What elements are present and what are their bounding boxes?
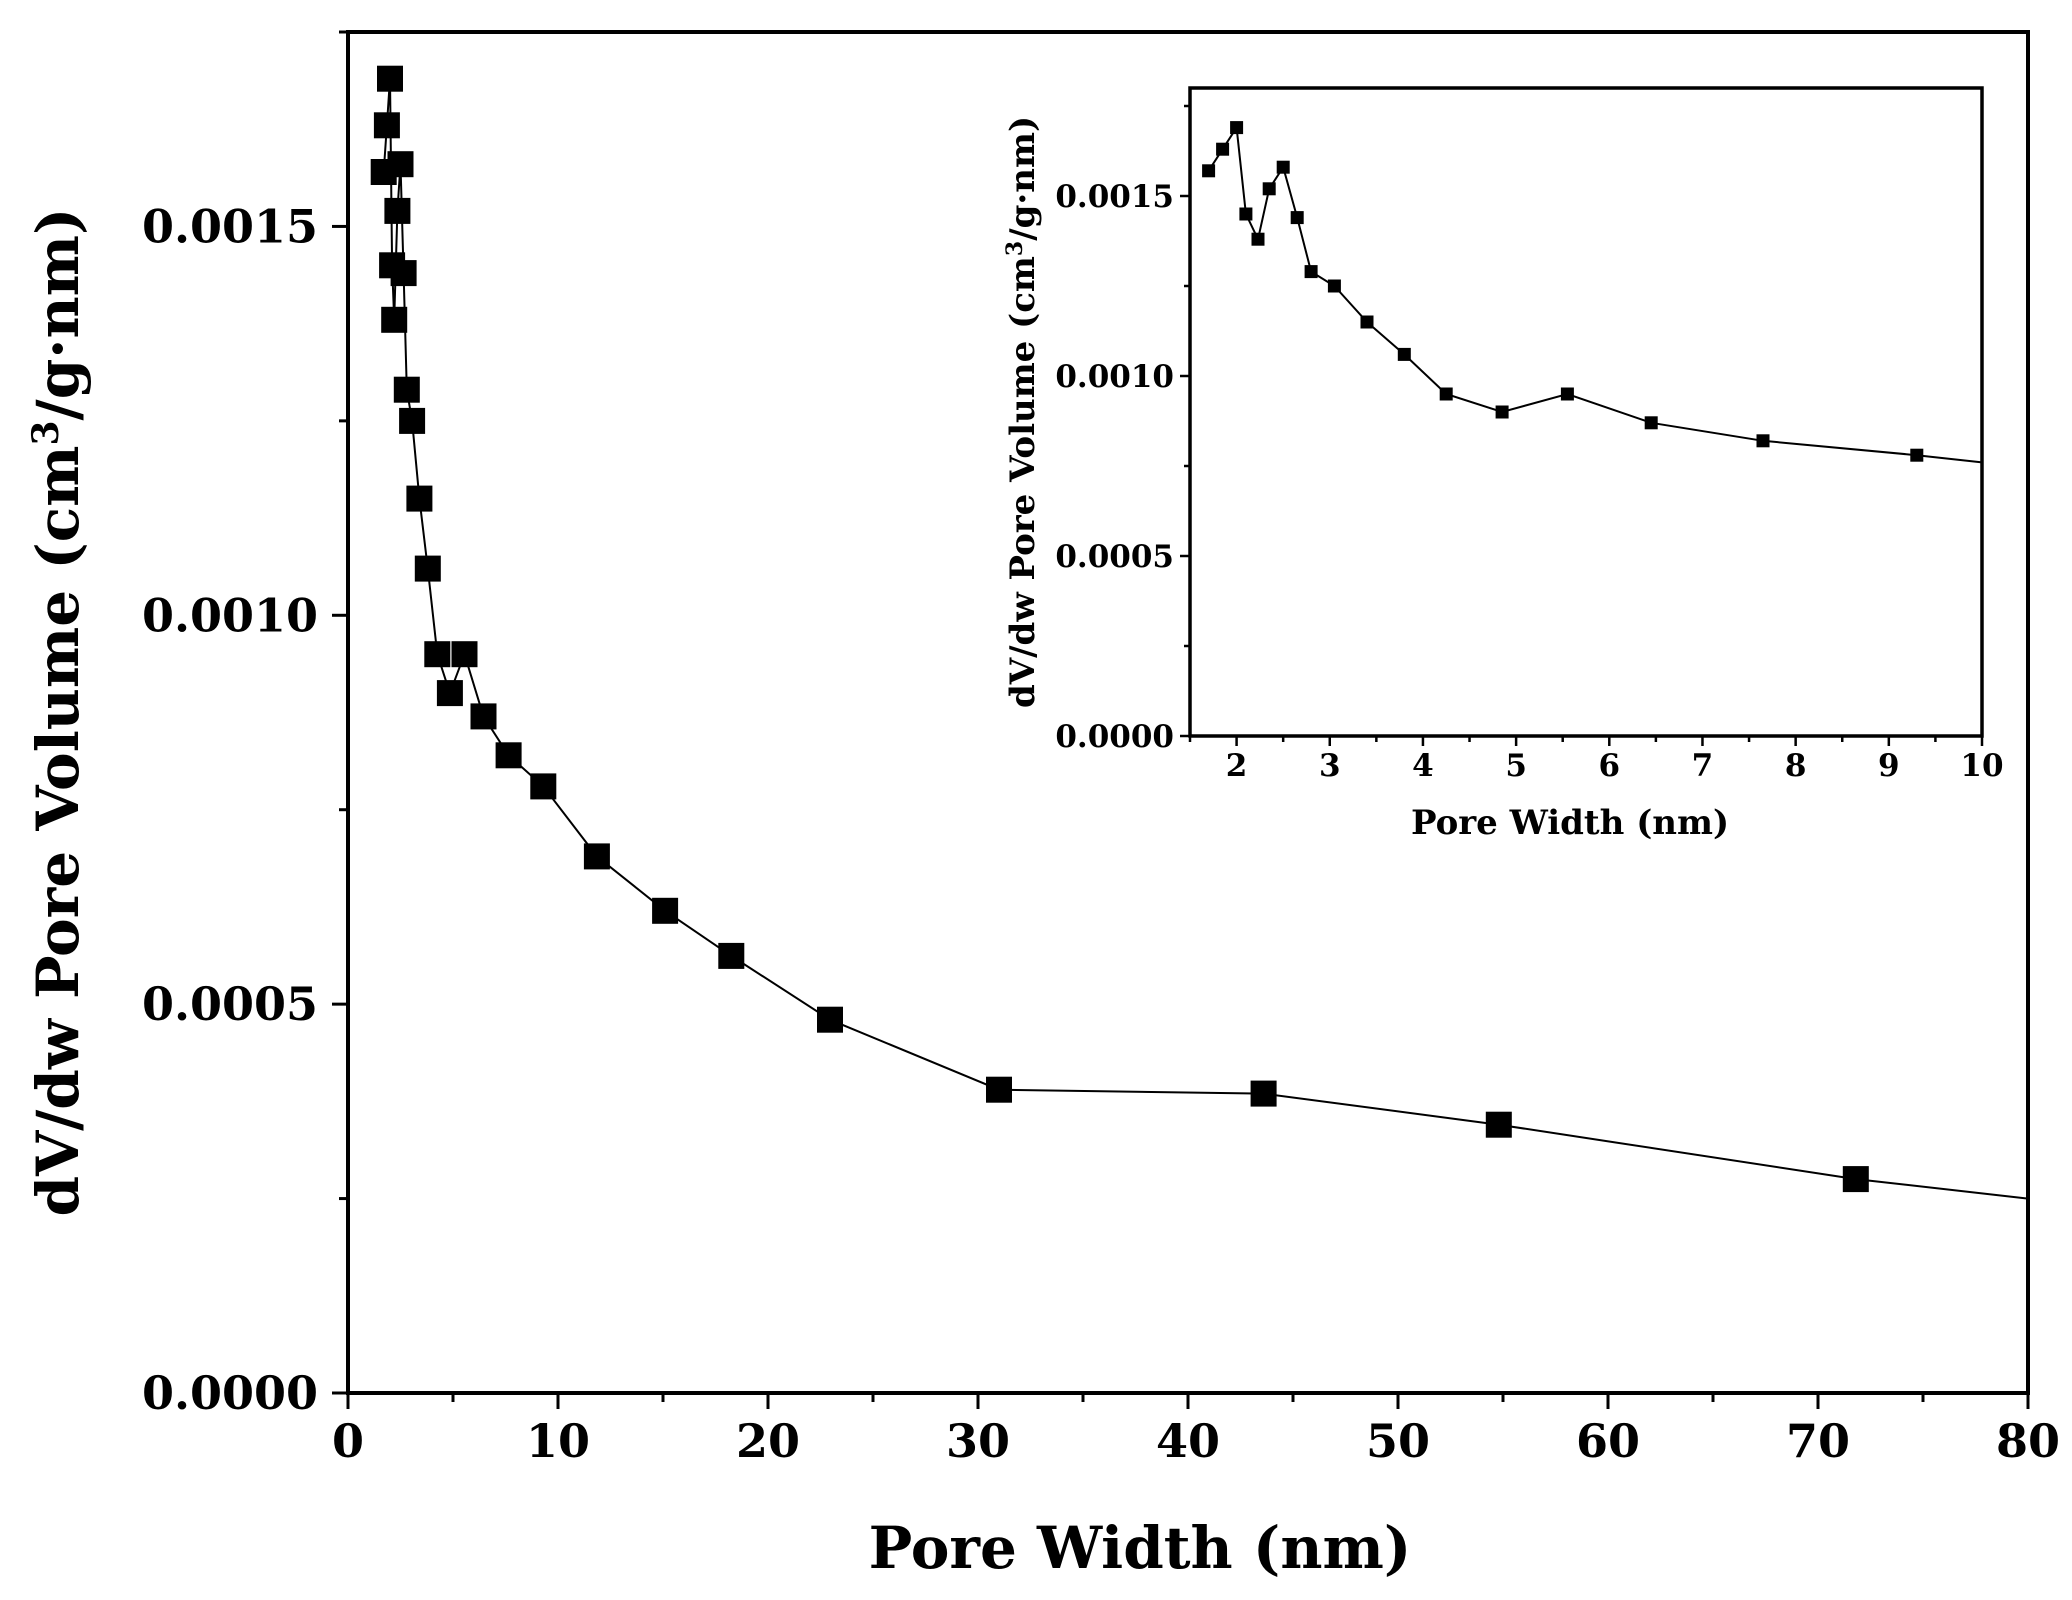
inset-y-tick-label: 0.0005: [1055, 539, 1174, 575]
main-data-point: [1485, 1111, 1512, 1138]
main-data-point: [470, 703, 497, 730]
main-y-label-suffix: /g·nm): [24, 208, 92, 421]
inset-data-point: [1644, 416, 1658, 430]
main-x-axis-label: Pore Width (nm): [869, 1514, 1412, 1582]
inset-data-point: [1202, 164, 1216, 178]
main-data-point: [1250, 1080, 1277, 1107]
main-x-tick-label: 30: [946, 1414, 1010, 1468]
inset-data-point: [1239, 207, 1253, 221]
inset-y-label-superscript: 3: [1002, 241, 1028, 256]
inset-series-markers: [1202, 121, 1924, 462]
inset-y-label-prefix: dV/dw Pore Volume (cm: [1003, 256, 1043, 708]
main-x-tick-label: 0: [332, 1414, 364, 1468]
inset-x-tick-label: 5: [1505, 748, 1527, 784]
main-y-tick-label: 0.0000: [142, 1366, 318, 1420]
main-y-label-superscript: 3: [25, 420, 67, 445]
main-x-tick-label: 40: [1156, 1414, 1220, 1468]
main-y-tick-label: 0.0005: [142, 977, 318, 1031]
inset-x-axis-label: Pore Width (nm): [1411, 803, 1729, 843]
main-data-point: [986, 1076, 1012, 1103]
main-data-point: [436, 680, 463, 707]
main-data-point: [414, 555, 441, 582]
main-y-tick-label: 0.0010: [142, 588, 318, 642]
inset-data-point: [1360, 315, 1374, 329]
inset-x-tick-label: 9: [1878, 748, 1900, 784]
main-y-label-prefix: dV/dw Pore Volume (cm: [24, 446, 92, 1217]
main-y-axis: 0.0000 0.0005 0.0010 0.0015: [142, 30, 348, 1420]
main-x-tick-label: 20: [736, 1414, 800, 1468]
main-plot-frame: [346, 30, 2030, 1395]
inset-data-point: [1262, 182, 1276, 196]
inset-y-axis: 0.0000 0.0005 0.0010 0.0015: [1055, 104, 1190, 755]
main-data-point: [381, 306, 408, 333]
inset-data-point: [1327, 279, 1341, 293]
inset-x-axis: 2 3 4 5 6 7 8 9 10: [1188, 736, 2004, 784]
main-data-point: [390, 260, 417, 287]
main-y-axis-label: dV/dw Pore Volume (cm3/g·nm): [24, 208, 92, 1217]
main-data-point: [424, 641, 451, 668]
inset-x-tick-label: 6: [1599, 748, 1621, 784]
inset-y-tick-label: 0.0000: [1055, 719, 1174, 755]
main-data-point: [406, 485, 433, 512]
main-data-point: [451, 641, 478, 668]
inset-data-point: [1560, 387, 1574, 401]
inset-data-point: [1290, 211, 1304, 225]
inset-data-point: [1276, 160, 1290, 174]
inset-x-tick-label: 10: [1960, 748, 2003, 784]
inset-data-point: [1304, 265, 1318, 279]
main-series-markers: [370, 65, 1869, 1193]
inset-x-tick-label: 3: [1319, 748, 1341, 784]
main-x-tick-label: 60: [1576, 1414, 1640, 1468]
inset-y-axis-label: dV/dw Pore Volume (cm3/g·nm): [1002, 116, 1043, 708]
main-x-tick-label: 80: [1996, 1414, 2060, 1468]
main-data-point: [373, 112, 400, 139]
main-data-point: [399, 407, 426, 434]
main-y-tick-label: 0.0015: [142, 199, 318, 253]
main-series-line: [382, 78, 2029, 1200]
inset-x-tick-label: 4: [1412, 748, 1434, 784]
main-data-point: [817, 1006, 843, 1033]
inset-y-label-suffix: /g·nm): [1003, 116, 1043, 241]
inset-data-point: [1756, 434, 1770, 448]
inset-plot: 2 3 4 5 6 7 8 9 10 0.0000 0.0005 0.0010 0.0015 Pore…: [1002, 86, 2004, 843]
main-data-point: [495, 742, 522, 769]
main-data-point: [583, 843, 610, 870]
inset-plot-frame: [1188, 86, 1984, 738]
main-x-axis: 0 10 20 30 40 50 60 70 80: [332, 1393, 2060, 1468]
main-data-point: [377, 65, 403, 92]
main-x-tick-label: 70: [1786, 1414, 1850, 1468]
inset-y-tick-label: 0.0015: [1055, 179, 1174, 215]
inset-x-tick-label: 7: [1692, 748, 1714, 784]
main-data-point: [718, 942, 745, 969]
inset-y-tick-label: 0.0010: [1055, 359, 1174, 395]
main-x-tick-label: 10: [526, 1414, 590, 1468]
inset-data-point: [1251, 232, 1265, 246]
inset-x-tick-label: 2: [1226, 748, 1248, 784]
main-x-tick-label: 50: [1366, 1414, 1430, 1468]
main-data-point: [384, 197, 411, 224]
inset-data-point: [1230, 121, 1244, 135]
inset-x-tick-label: 8: [1785, 748, 1807, 784]
inset-data-point: [1910, 448, 1924, 462]
main-data-point: [652, 897, 679, 924]
inset-data-point: [1495, 405, 1509, 419]
main-data-point: [1842, 1166, 1869, 1193]
inset-data-point: [1397, 347, 1411, 361]
main-data-point: [393, 376, 420, 403]
inset-series-line: [1207, 124, 1983, 464]
main-data-point: [530, 773, 557, 800]
main-data-point: [387, 151, 414, 178]
inset-data-point: [1439, 387, 1453, 401]
main-plot: 0 10 20 30 40 50 60 70 80 0.00000.00050.00100.00…: [24, 30, 2060, 1582]
inset-data-point: [1216, 142, 1230, 156]
